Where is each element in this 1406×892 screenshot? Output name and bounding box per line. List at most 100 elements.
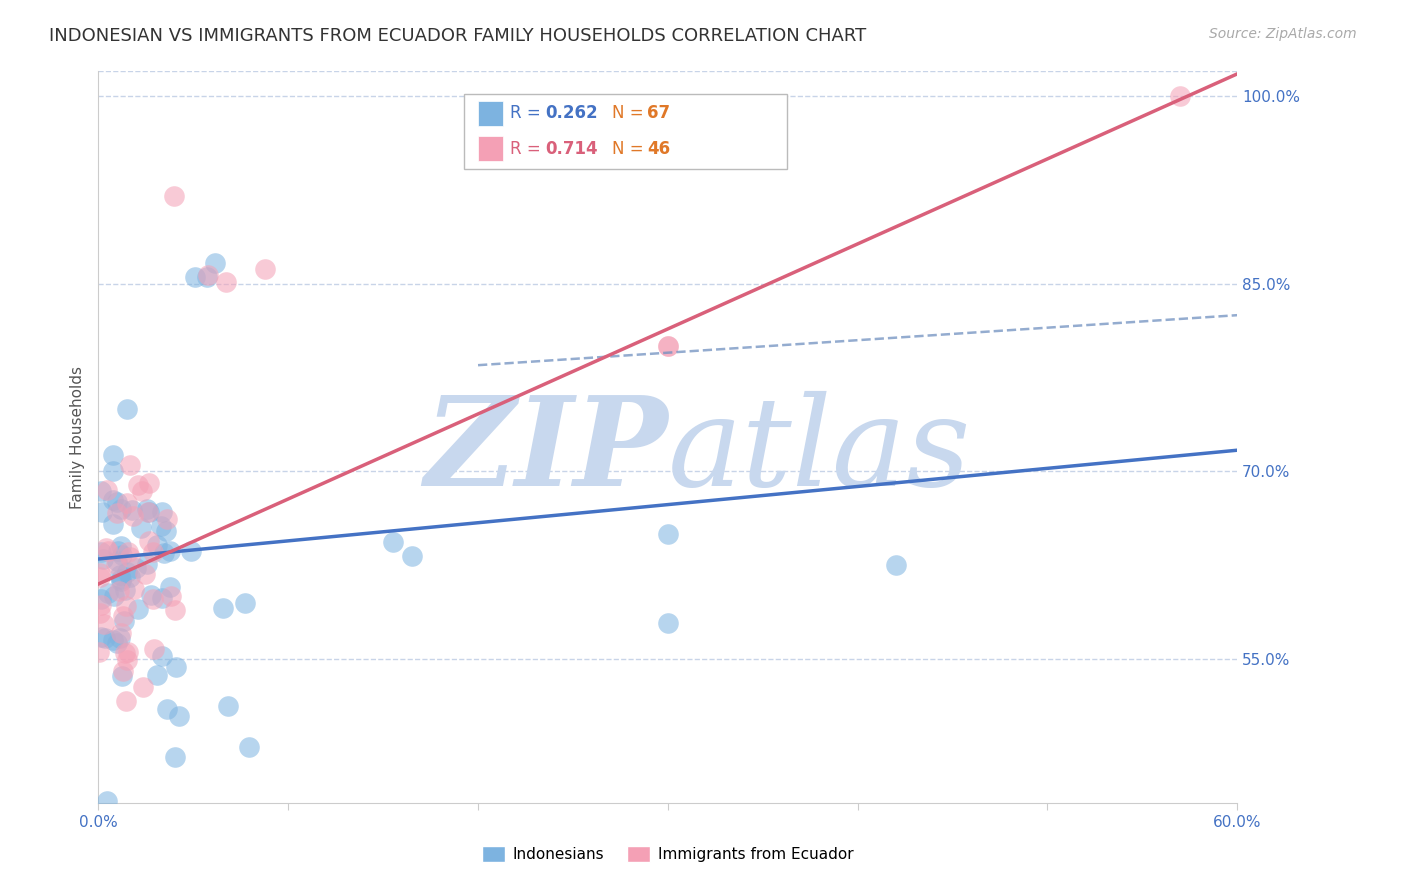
Point <box>105 636 128 650</box>
Point <box>110 574 132 589</box>
Point <box>127 602 149 616</box>
Point <box>155 524 177 539</box>
Point <box>111 549 134 563</box>
Point <box>108 584 131 599</box>
Point <box>115 496 138 510</box>
Point <box>120 570 142 584</box>
Point <box>104 557 127 571</box>
Point <box>118 458 141 472</box>
Point <box>195 269 218 284</box>
Point <box>90 545 112 559</box>
Point <box>101 516 124 531</box>
Point <box>117 645 139 659</box>
Point <box>101 493 124 508</box>
Point <box>90 630 112 644</box>
Point <box>125 561 148 575</box>
Point <box>110 572 132 586</box>
Point <box>211 600 233 615</box>
Point <box>122 508 145 523</box>
Point <box>184 269 207 284</box>
Point <box>110 625 132 640</box>
Point <box>159 544 181 558</box>
Point <box>657 339 679 353</box>
Point <box>138 533 160 548</box>
Point <box>131 680 153 694</box>
Point <box>114 646 136 660</box>
Point <box>150 505 173 519</box>
Point <box>180 544 202 558</box>
Point <box>110 568 132 582</box>
Text: 0.262: 0.262 <box>546 104 598 122</box>
Point <box>145 668 167 682</box>
Point <box>884 558 907 573</box>
Point <box>254 261 277 276</box>
Point <box>136 505 159 519</box>
Point <box>145 537 167 551</box>
Point <box>89 570 111 584</box>
Point <box>136 557 159 571</box>
Point <box>142 591 165 606</box>
Point <box>115 599 138 613</box>
Point <box>96 541 118 555</box>
Point <box>115 653 138 667</box>
Legend: Indonesians, Immigrants from Ecuador: Indonesians, Immigrants from Ecuador <box>477 840 859 868</box>
Text: R =: R = <box>510 104 547 122</box>
Point <box>111 664 134 678</box>
Text: 67: 67 <box>647 104 669 122</box>
Point <box>150 648 173 663</box>
Text: N =: N = <box>612 140 648 158</box>
Text: Source: ZipAtlas.com: Source: ZipAtlas.com <box>1209 27 1357 41</box>
Point <box>118 549 141 564</box>
Point <box>90 598 112 612</box>
Point <box>657 615 679 630</box>
Point <box>101 632 124 647</box>
Point <box>150 591 173 606</box>
Text: N =: N = <box>612 104 648 122</box>
Text: R =: R = <box>510 140 547 158</box>
Point <box>115 565 138 579</box>
Point <box>103 590 125 604</box>
Point <box>110 501 132 516</box>
Point <box>89 566 111 580</box>
Point <box>103 463 125 477</box>
Point <box>89 606 111 620</box>
Point <box>197 268 219 282</box>
Point <box>156 701 179 715</box>
Point <box>124 582 146 597</box>
Point <box>97 585 120 599</box>
Point <box>91 505 114 519</box>
Point <box>657 527 679 541</box>
Point <box>160 589 183 603</box>
Point <box>131 483 153 498</box>
Point <box>129 521 152 535</box>
Point <box>401 549 423 563</box>
Point <box>108 631 131 645</box>
Point <box>142 641 165 656</box>
Y-axis label: Family Households: Family Households <box>69 366 84 508</box>
Point <box>233 596 256 610</box>
Point <box>156 512 179 526</box>
Text: ZIP: ZIP <box>425 391 668 513</box>
Point <box>204 256 226 270</box>
Point <box>105 494 128 508</box>
Point <box>657 339 679 353</box>
Point <box>112 608 135 623</box>
Point <box>90 484 112 499</box>
Point <box>89 645 111 659</box>
Point <box>97 543 120 558</box>
Text: INDONESIAN VS IMMIGRANTS FROM ECUADOR FAMILY HOUSEHOLDS CORRELATION CHART: INDONESIAN VS IMMIGRANTS FROM ECUADOR FA… <box>49 27 866 45</box>
Point <box>141 588 163 602</box>
Point <box>149 519 172 533</box>
Point <box>105 554 128 568</box>
Point <box>134 567 156 582</box>
Point <box>1170 89 1192 103</box>
Point <box>114 582 136 597</box>
Point <box>142 544 165 558</box>
Point <box>165 660 187 674</box>
Point <box>110 539 132 553</box>
Point <box>96 483 118 497</box>
Text: 0.714: 0.714 <box>546 140 598 158</box>
Point <box>93 616 115 631</box>
Text: atlas: atlas <box>668 391 972 513</box>
Point <box>105 507 128 521</box>
